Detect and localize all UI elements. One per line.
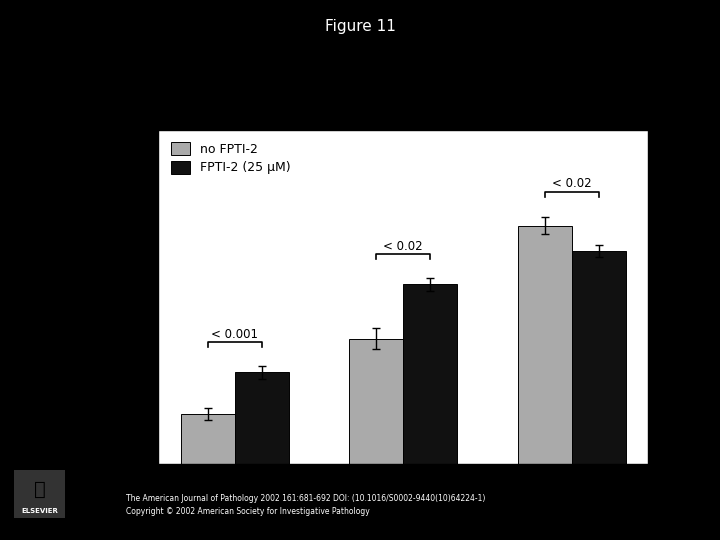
Legend: no FPTI-2, FPTI-2 (25 μM): no FPTI-2, FPTI-2 (25 μM)	[165, 136, 297, 180]
Bar	[349, 339, 403, 464]
Y-axis label: % LDH Release: % LDH Release	[112, 245, 126, 349]
Text: Copyright © 2002 American Society for Investigative Pathology: Copyright © 2002 American Society for In…	[126, 507, 370, 516]
Bar	[235, 373, 289, 464]
Text: ELSEVIER: ELSEVIER	[21, 508, 58, 514]
Text: The American Journal of Pathology 2002 161:681-692 DOI: (10.1016/S0002-9440(10)6: The American Journal of Pathology 2002 1…	[126, 494, 485, 503]
Text: < 0.02: < 0.02	[552, 177, 592, 190]
Text: < 0.02: < 0.02	[383, 240, 423, 253]
Bar	[518, 226, 572, 464]
Bar	[403, 285, 457, 464]
Text: Figure 11: Figure 11	[325, 19, 395, 34]
Text: 🌳: 🌳	[34, 480, 45, 499]
Bar	[572, 251, 626, 464]
Text: < 0.001: < 0.001	[211, 328, 258, 341]
Bar	[181, 414, 235, 464]
